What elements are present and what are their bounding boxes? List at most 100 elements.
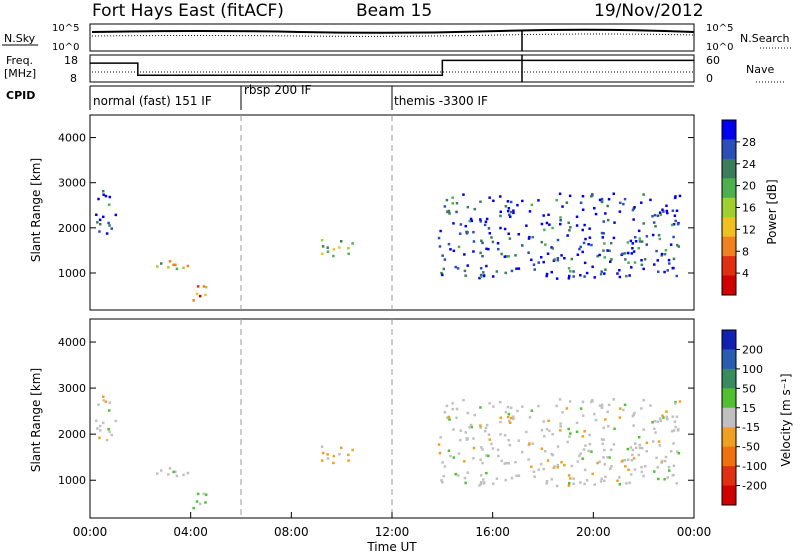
colorbar-swatch: [722, 407, 736, 428]
velocity-cell: [98, 436, 101, 440]
colorbar-tick-label: 50: [742, 382, 756, 395]
velocity-cell: [439, 436, 442, 439]
velocity-cell: [499, 416, 503, 419]
power-cell: [516, 203, 519, 207]
power-cell: [456, 267, 460, 270]
velocity-cell: [99, 429, 102, 432]
colorbar-swatch: [722, 139, 736, 160]
velocity-cell: [504, 478, 507, 482]
power-cell: [606, 204, 609, 208]
xtick-label: 20:00: [576, 525, 611, 539]
velocity-cell: [351, 448, 354, 452]
velocity-cell: [642, 474, 645, 478]
velocity-cell: [545, 480, 549, 483]
power-cell: [114, 213, 118, 217]
power-cell: [485, 247, 488, 251]
velocity-cell: [581, 457, 584, 460]
power-cell: [545, 274, 548, 278]
velocity-cell: [640, 470, 644, 474]
power-cell: [479, 251, 482, 255]
power-cell: [509, 200, 513, 204]
power-cell: [656, 214, 660, 217]
power-cell: [546, 252, 550, 256]
velocity-cell: [338, 452, 341, 456]
power-cell: [672, 257, 676, 261]
velocity-cell: [676, 450, 679, 454]
velocity-cell: [487, 433, 491, 436]
power-cell: [466, 205, 470, 209]
velocity-cell: [321, 451, 325, 455]
power-cell: [588, 236, 592, 239]
velocity-cell: [95, 419, 98, 423]
colorbar-swatch: [722, 178, 736, 199]
velocity-cell: [480, 446, 483, 449]
velocity-cell: [479, 406, 482, 409]
velocity-cell: [671, 415, 675, 418]
power-cell: [581, 228, 584, 232]
power-cell: [582, 241, 586, 245]
velocity-cell: [556, 445, 560, 448]
power-cell: [326, 250, 330, 253]
velocity-cell: [632, 424, 635, 427]
power-cell: [603, 256, 606, 259]
power-cell: [664, 249, 668, 252]
power-cell: [661, 208, 664, 211]
power-cell: [537, 261, 540, 264]
power-cell: [583, 275, 586, 278]
power-cell: [663, 270, 666, 274]
velocity-cell: [608, 456, 611, 459]
velocity-cell: [196, 492, 200, 496]
power-cell: [632, 218, 635, 221]
power-cell: [625, 274, 628, 278]
velocity-cell: [485, 454, 488, 457]
power-cell: [628, 274, 631, 277]
power-cell: [508, 237, 512, 240]
power-cell: [321, 245, 325, 248]
velocity-cell: [673, 402, 677, 405]
power-cell: [459, 223, 463, 226]
power-cell: [633, 205, 636, 209]
power-cell: [98, 230, 101, 233]
velocity-cell: [581, 400, 585, 404]
velocity-cell: [481, 461, 484, 465]
velocity-cell: [472, 446, 476, 450]
power-cell: [588, 227, 591, 230]
velocity-cell: [658, 417, 662, 420]
velocity-cell: [637, 453, 641, 457]
velocity-cell: [626, 458, 630, 462]
velocity-cell: [594, 418, 598, 422]
velocity-cell: [499, 400, 502, 404]
velocity-cell: [192, 506, 195, 510]
velocity-cell: [576, 460, 580, 463]
power-cell: [192, 299, 195, 302]
colorbar-tick-label: 15: [742, 402, 756, 415]
power-cell: [168, 260, 172, 263]
power-cell: [540, 222, 544, 226]
velocity-cell: [97, 403, 100, 406]
velocity-cell: [478, 484, 481, 487]
velocity-cell: [656, 420, 660, 424]
velocity-cell: [625, 482, 628, 485]
power-cell: [653, 263, 656, 266]
velocity-cell: [107, 427, 110, 431]
power-cell: [591, 265, 594, 269]
cpid-segment-normal: normal (fast) 151 IF: [93, 94, 212, 108]
power-cell: [347, 246, 350, 250]
velocity-cell: [671, 474, 675, 477]
power-cell: [668, 262, 671, 265]
power-cell: [508, 213, 511, 217]
velocity-cell: [504, 461, 508, 465]
power-cell: [653, 213, 657, 217]
velocity-cell: [601, 442, 605, 446]
power-cell: [463, 253, 466, 256]
velocity-cell: [108, 401, 112, 404]
velocity-cell: [102, 421, 105, 425]
power-cell: [481, 254, 484, 258]
velocity-cell: [555, 484, 559, 488]
power-cell: [472, 240, 476, 243]
colorbar-tick-label: 100: [742, 363, 763, 376]
velocity-cell: [520, 450, 524, 454]
velocity-cell: [512, 415, 515, 418]
power-cell: [532, 263, 536, 266]
velocity-cell: [603, 463, 606, 466]
